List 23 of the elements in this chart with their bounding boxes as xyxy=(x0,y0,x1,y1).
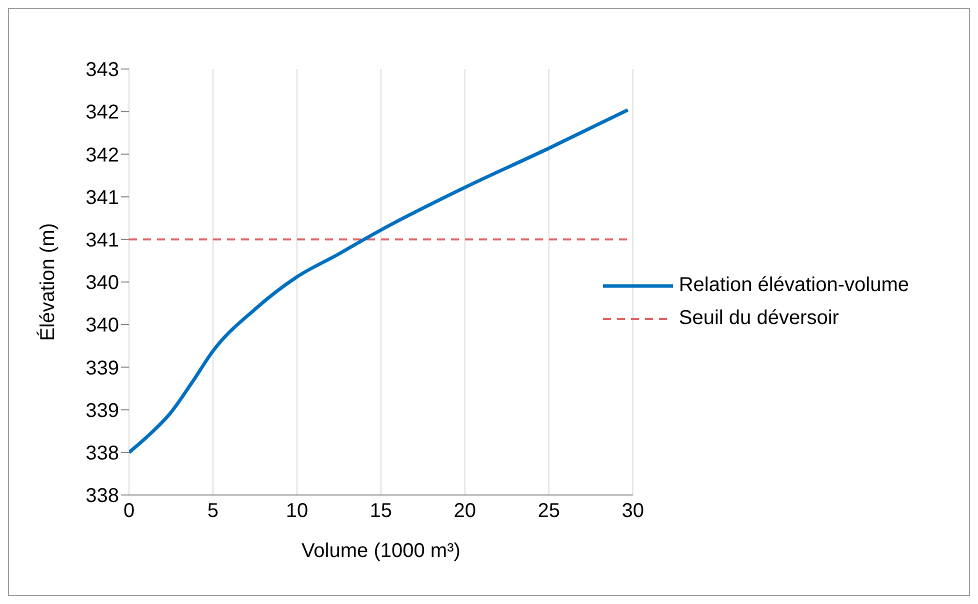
y-tick-label: 341 xyxy=(86,230,119,252)
y-tick-label: 338 xyxy=(86,485,119,508)
y-tick-label: 342 xyxy=(86,102,119,124)
legend-label: Relation élévation-volume xyxy=(678,274,909,297)
x-tick-label: 5 xyxy=(207,500,219,522)
y-tick-label: 339 xyxy=(86,400,119,422)
y-tick-label: 340 xyxy=(86,272,119,294)
y-tick-label: 342 xyxy=(86,144,119,166)
y-tick-label: 340 xyxy=(86,314,119,337)
y-tick-label: 339 xyxy=(86,357,119,380)
y-tick-label: 343 xyxy=(86,59,119,82)
legend-label: Seuil du déversoir xyxy=(678,307,839,330)
x-tick-label: 10 xyxy=(286,500,308,522)
y-axis-title: Élévation (m) xyxy=(36,223,60,341)
y-tick-label: 341 xyxy=(86,186,119,209)
line-series xyxy=(129,108,630,454)
x-tick-label: 15 xyxy=(370,500,392,522)
x-tick-label: 0 xyxy=(123,500,135,522)
x-axis-title: Volume (1000 m³) xyxy=(301,540,460,562)
x-tick-label: 25 xyxy=(538,500,560,522)
y-tick-label: 338 xyxy=(86,442,119,464)
x-tick-label: 20 xyxy=(454,500,476,522)
x-tick-label: 30 xyxy=(622,500,644,522)
